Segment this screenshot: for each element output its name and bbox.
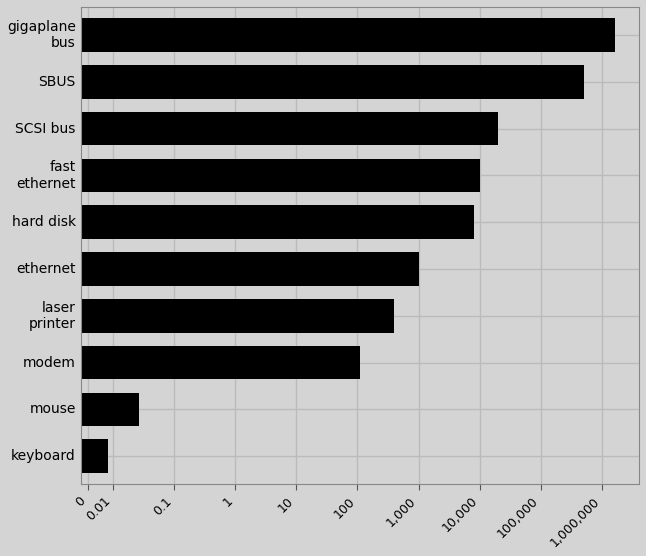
Bar [0,439,108,473]
Bar [0,18,615,52]
Bar [0,252,419,286]
Bar [0,393,139,426]
Bar [0,65,584,98]
Bar [0,158,480,192]
Bar [0,346,360,379]
Bar [0,299,394,332]
Bar [0,112,498,146]
Bar [0,205,474,239]
